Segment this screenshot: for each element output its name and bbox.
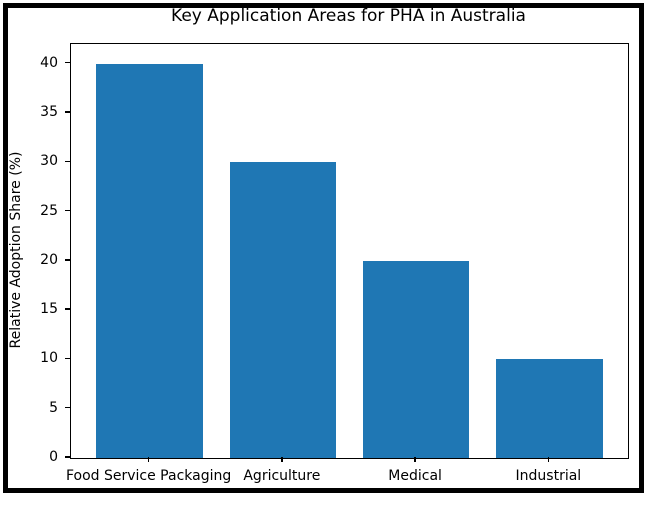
- bar-food-service-packaging: [96, 63, 203, 458]
- y-tick-mark-20: [65, 259, 70, 261]
- x-tick-mark-agriculture: [281, 457, 283, 462]
- y-tick-label-5: 5: [49, 399, 58, 416]
- figure-border: [3, 3, 644, 493]
- y-tick-mark-40: [65, 61, 70, 64]
- y-tick-label-35: 35: [40, 104, 58, 120]
- y-tick-label-25: 25: [40, 202, 58, 219]
- x-tick-mark-medical: [414, 457, 416, 462]
- y-tick-mark-0: [65, 456, 70, 458]
- y-tick-label-10: 10: [40, 350, 58, 367]
- x-tick-label-medical: Medical: [388, 468, 442, 484]
- x-tick-label-industrial: Industrial: [515, 468, 582, 484]
- y-tick-mark-15: [65, 308, 70, 310]
- y-tick-mark-10: [65, 357, 70, 360]
- y-tick-mark-35: [65, 111, 70, 113]
- y-tick-label-15: 15: [40, 301, 58, 318]
- bar-industrial: [496, 359, 603, 458]
- x-tick-mark-food-service-packaging: [147, 457, 150, 462]
- x-tick-mark-industrial: [547, 457, 550, 462]
- y-axis-label: Relative Adoption Share (%): [8, 151, 24, 349]
- chart-title: Key Application Areas for PHA in Austral…: [171, 6, 526, 26]
- x-tick-label-food-service-packaging: Food Service Packaging: [65, 468, 232, 484]
- plot-area: [70, 43, 629, 459]
- y-tick-label-20: 20: [40, 251, 58, 268]
- y-tick-label-0: 0: [49, 449, 58, 465]
- y-tick-mark-25: [65, 209, 70, 212]
- bar-agriculture: [229, 162, 337, 458]
- y-tick-mark-30: [65, 160, 70, 163]
- bar-medical: [362, 260, 470, 458]
- y-tick-mark-5: [65, 406, 70, 409]
- x-tick-label-agriculture: Agriculture: [243, 468, 321, 484]
- bars-layer: [71, 44, 628, 458]
- y-tick-label-30: 30: [40, 153, 58, 170]
- y-tick-label-40: 40: [40, 54, 58, 71]
